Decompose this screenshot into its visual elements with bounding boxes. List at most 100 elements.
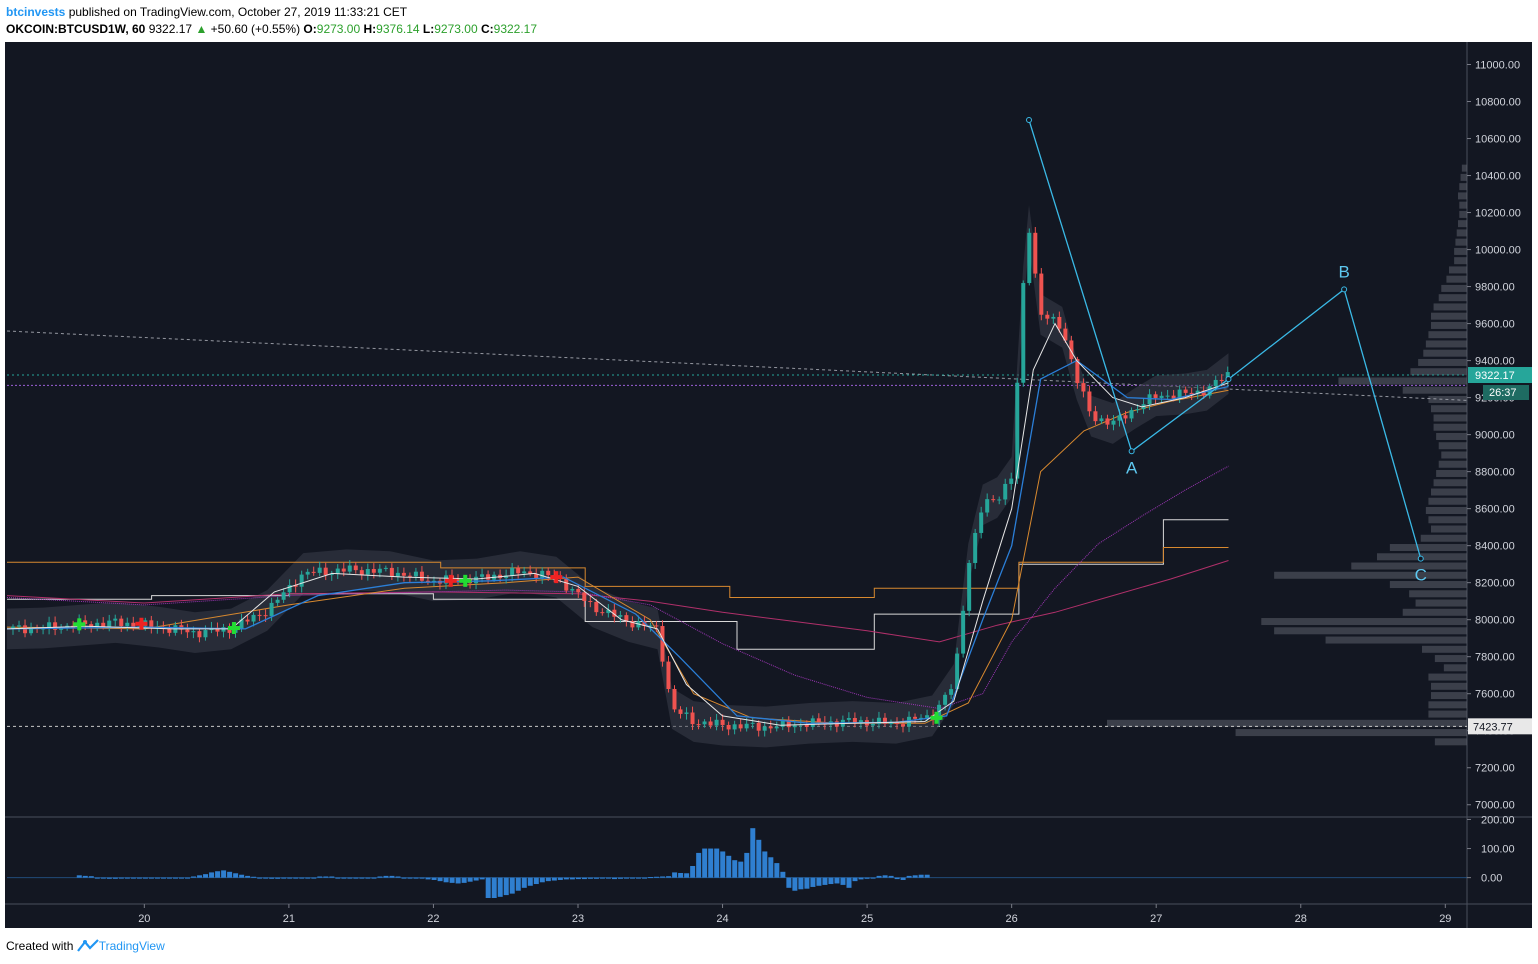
candle-body — [1123, 415, 1128, 419]
wave-path — [1028, 119, 1422, 559]
candle-body — [876, 717, 881, 725]
y-tick-label: 7800.00 — [1475, 652, 1515, 664]
candle-body — [714, 719, 719, 726]
x-tick-label: 28 — [1295, 913, 1307, 925]
candle-body — [606, 609, 611, 614]
volume-profile-bar — [1438, 442, 1467, 450]
oscillator-bar — [485, 877, 491, 898]
candle-body — [1147, 394, 1152, 405]
oscillator-bar — [918, 874, 924, 878]
osc-tick-label: 0.00 — [1481, 873, 1502, 885]
volume-profile-bar — [1431, 488, 1467, 496]
volume-profile-bar — [1434, 655, 1467, 663]
buy-signal-icon — [73, 618, 86, 631]
close-label: C: — [480, 22, 494, 36]
high-label: H: — [363, 22, 377, 36]
oscillator-bar — [106, 877, 112, 879]
volume-profile-bar — [1415, 599, 1467, 607]
oscillator-bar — [413, 877, 419, 879]
price-chart[interactable]: A B C 11000.00 10800.00 10600.00 10400.00 10200… — [5, 42, 1532, 928]
oscillator-bar — [678, 872, 684, 878]
candle-body — [329, 573, 334, 576]
wave-point — [1341, 286, 1348, 293]
oscillator-bar — [281, 877, 287, 879]
candle-body — [510, 567, 515, 576]
oscillator-bar — [864, 877, 870, 879]
candle-body — [624, 615, 629, 622]
y-tick-label: 8800.00 — [1475, 467, 1515, 479]
y-tick-label: 8200.00 — [1475, 578, 1515, 590]
chart-frame[interactable]: A B C 11000.00 10800.00 10600.00 10400.00 10200… — [5, 42, 1532, 928]
volume-profile-bar — [1433, 423, 1467, 431]
candle-body — [347, 565, 352, 572]
oscillator-bar — [353, 877, 359, 879]
volume-profile-bar — [1428, 710, 1467, 718]
oscillator-bar — [834, 877, 840, 884]
oscillator-bar — [684, 873, 690, 878]
author-link[interactable]: btcinvests — [6, 5, 66, 19]
volume-profile-bar — [1425, 340, 1467, 348]
oscillator-bar — [527, 877, 533, 886]
oscillator-bar — [714, 848, 720, 878]
oscillator-bar — [870, 877, 876, 879]
volume-profile-bar — [1454, 247, 1467, 255]
signal-bar-v — [463, 574, 468, 587]
y-tick-label: 9600.00 — [1475, 319, 1515, 331]
candle-body — [522, 571, 527, 574]
candle-body — [107, 620, 112, 627]
candle-body — [600, 612, 605, 614]
oscillator-bar — [365, 877, 371, 879]
oscillator-bar — [858, 877, 864, 880]
y-tick-label: 7600.00 — [1475, 689, 1515, 701]
volume-profile-bar — [1459, 201, 1467, 209]
candle-body — [774, 726, 779, 729]
oscillator-bar — [443, 877, 449, 883]
candle-body — [750, 722, 755, 724]
volume-profile-bar — [1389, 581, 1467, 589]
trendline — [6, 330, 1468, 401]
oscillator-bar — [780, 871, 786, 878]
candle-body — [1153, 394, 1158, 398]
volume-profile-bar — [1274, 627, 1467, 635]
oscillator-bar — [359, 877, 365, 879]
oscillator-bar — [263, 877, 269, 879]
candle-body — [702, 721, 707, 725]
candle-body — [1129, 410, 1134, 419]
candle-body — [949, 689, 954, 695]
oscillator-bar — [160, 877, 166, 879]
oscillator-bar — [203, 874, 209, 878]
sell-signal-icon — [550, 571, 563, 584]
ema-fast-line — [6, 322, 1229, 726]
oscillator-bar — [798, 877, 804, 890]
candle-body — [943, 694, 948, 705]
oscillator-bar — [497, 877, 503, 897]
oscillator-bar — [401, 877, 407, 879]
volume-profile-bar — [1235, 729, 1467, 737]
oscillator-bar — [112, 877, 118, 879]
volume-profile-bar — [1458, 220, 1467, 228]
candle-body — [1135, 409, 1140, 411]
oscillator-bar — [251, 876, 257, 878]
oscillator-bar — [142, 877, 148, 879]
oscillator-bar — [660, 876, 666, 878]
oscillator-bar — [197, 875, 203, 878]
candle-body — [630, 621, 635, 628]
y-tick-label: 7200.00 — [1475, 763, 1515, 775]
volume-profile-bar — [1107, 719, 1467, 727]
oscillator-bar — [654, 876, 660, 878]
candle-body — [913, 716, 918, 719]
candle-body — [925, 715, 930, 718]
oscillator-bar — [341, 877, 347, 879]
candle-body — [1033, 232, 1038, 274]
close-value: 9322.17 — [493, 22, 538, 36]
current-price-text: 9322.17 — [1475, 370, 1515, 382]
oscillator-bar — [172, 877, 178, 879]
oscillator-bar — [792, 877, 798, 891]
tradingview-brand[interactable]: TradingView — [98, 939, 165, 953]
candle-body — [1171, 395, 1176, 399]
oscillator-bar — [317, 876, 323, 878]
candle-body — [203, 630, 208, 638]
candle-body — [846, 717, 851, 720]
footer: Created with TradingView — [6, 939, 165, 956]
oscillator-bar — [599, 877, 605, 879]
